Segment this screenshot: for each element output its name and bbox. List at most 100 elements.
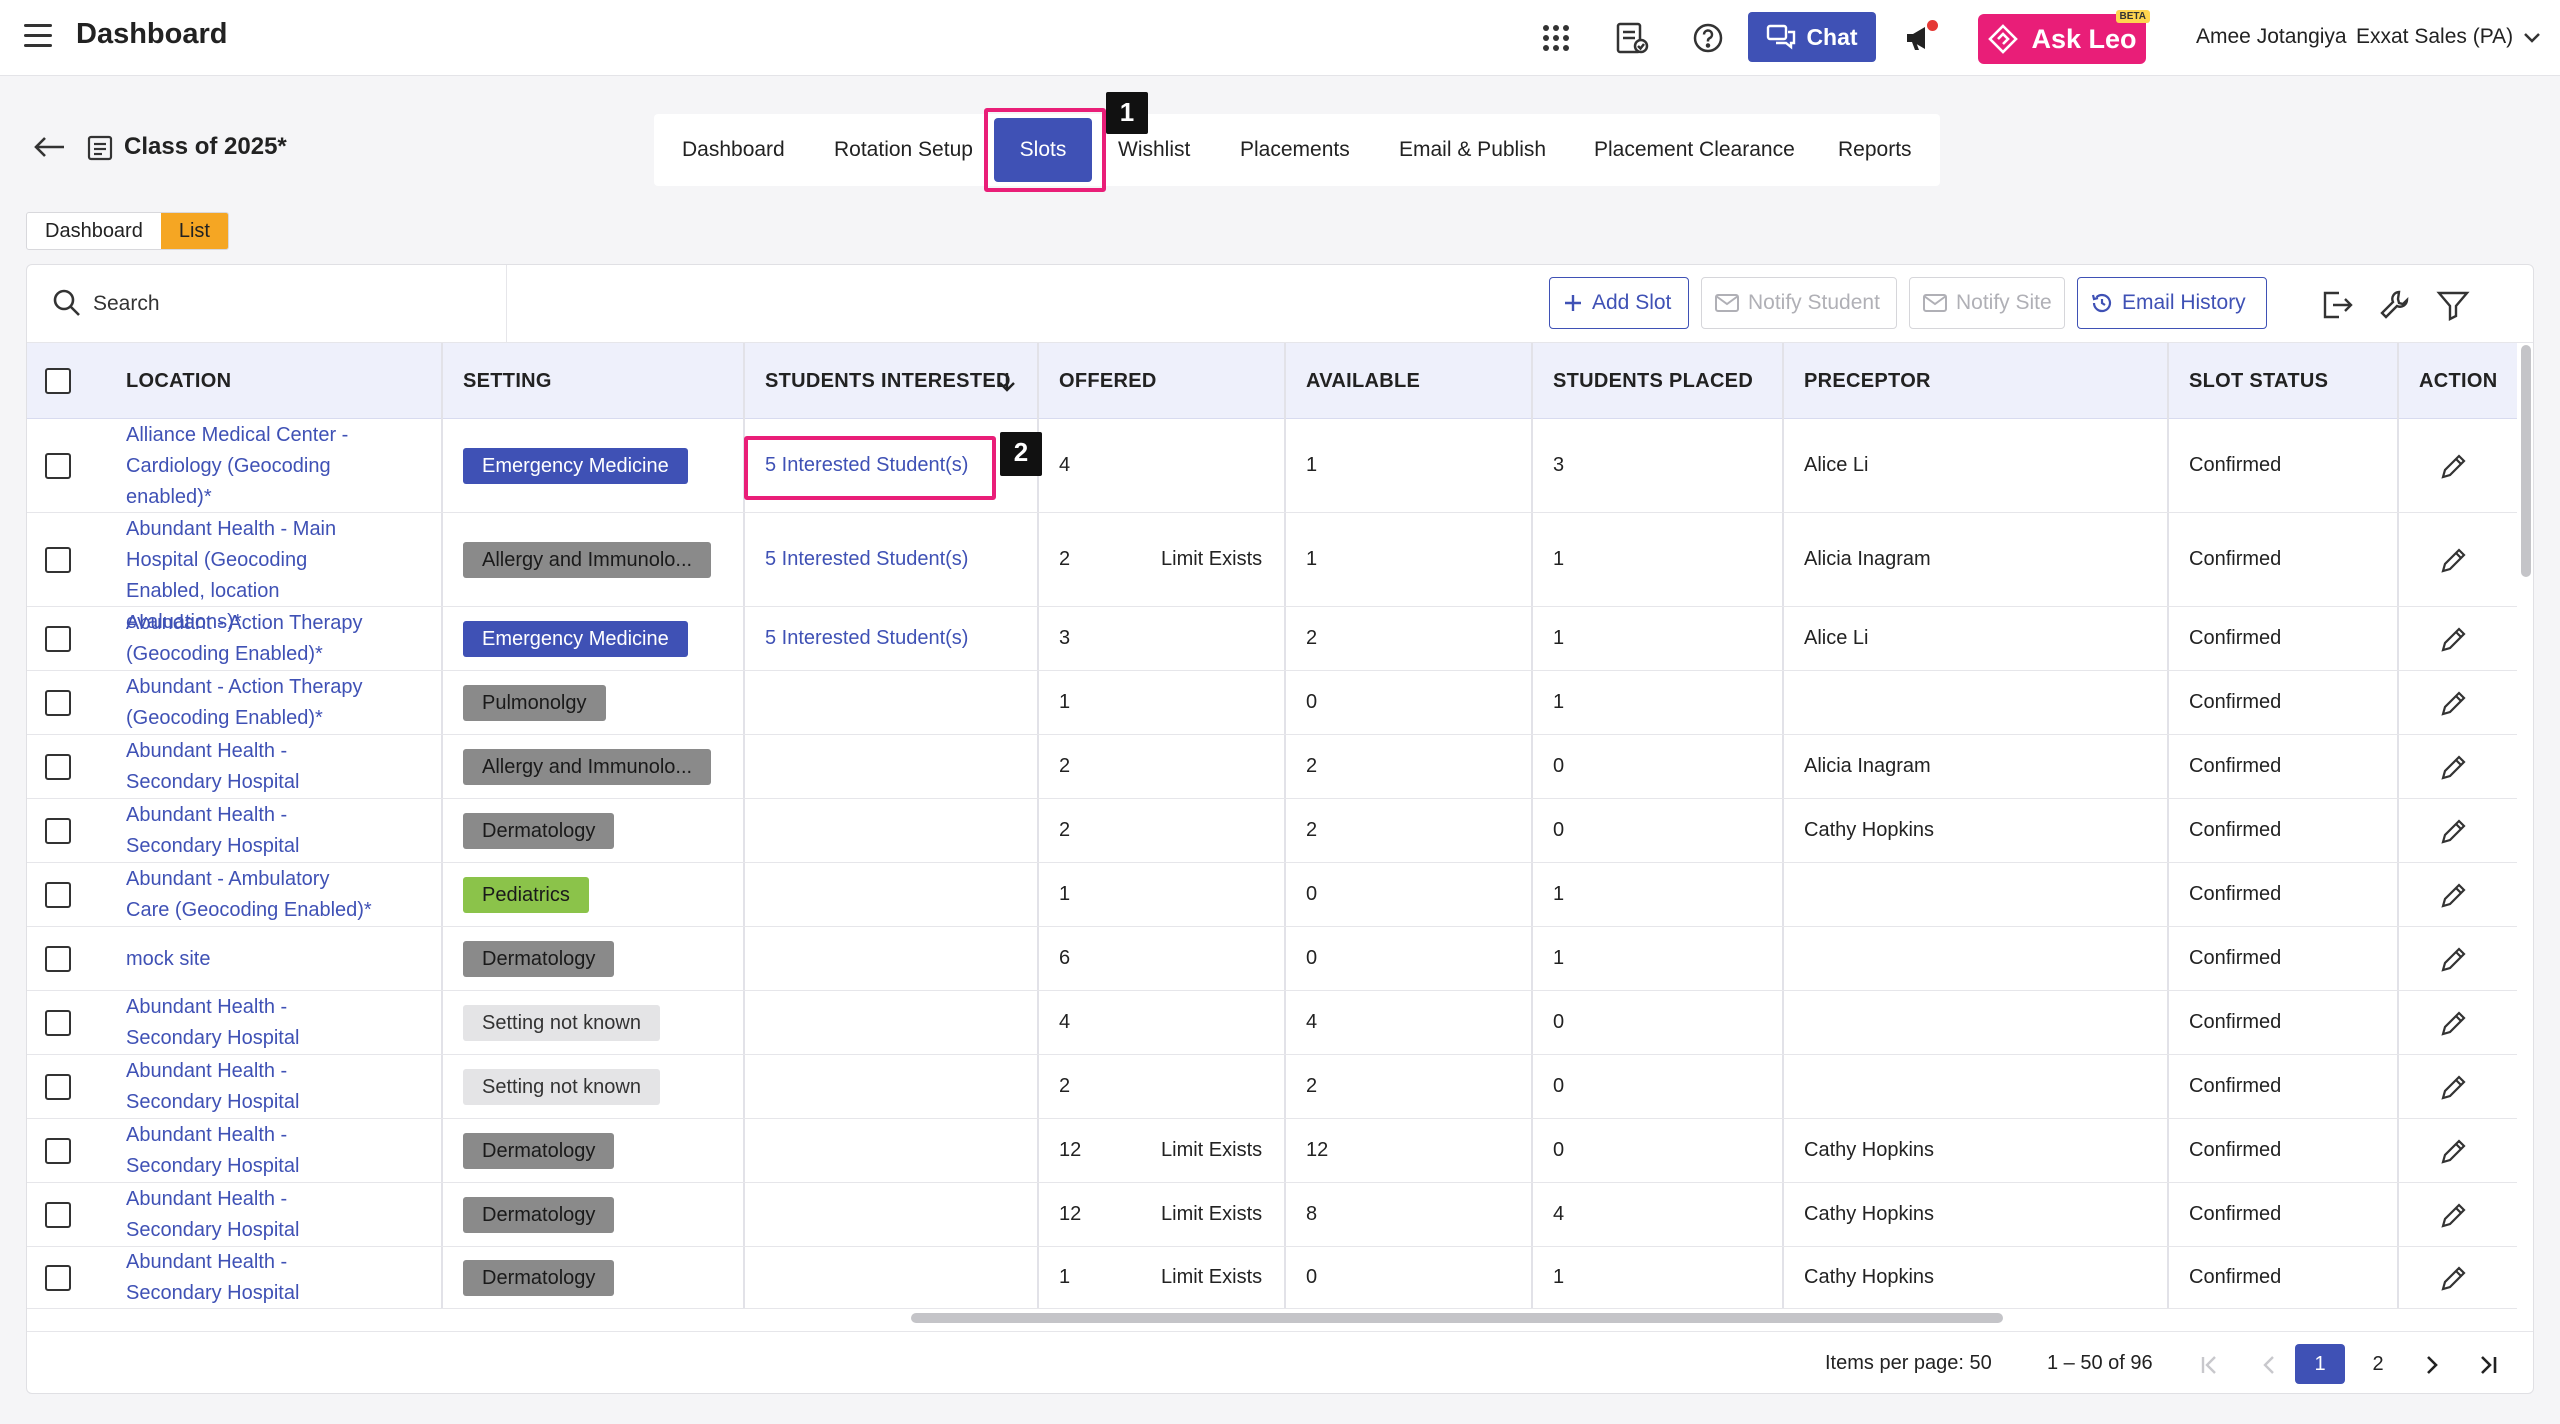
column-header-available[interactable]: AVAILABLE bbox=[1306, 370, 1421, 392]
page-2-button[interactable]: 2 bbox=[2372, 1353, 2384, 1375]
location-link[interactable]: Abundant Health - Secondary Hospital bbox=[126, 1124, 300, 1177]
edit-pencil-icon[interactable] bbox=[2437, 878, 2471, 912]
row-checkbox[interactable] bbox=[45, 626, 71, 652]
edit-pencil-icon[interactable] bbox=[2437, 1134, 2471, 1168]
sort-descending-icon[interactable] bbox=[997, 371, 1017, 393]
row-checkbox[interactable] bbox=[45, 1138, 71, 1164]
interested-students-link[interactable]: 5 Interested Student(s) bbox=[765, 627, 969, 649]
row-checkbox[interactable] bbox=[45, 1265, 71, 1291]
location-link[interactable]: Alliance Medical Center - Cardiology (Ge… bbox=[126, 423, 349, 508]
filter-icon[interactable] bbox=[2435, 287, 2471, 323]
tab-reports[interactable]: Reports bbox=[1838, 138, 1912, 161]
limit-exists-label: Limit Exists bbox=[1161, 1139, 1263, 1161]
edit-pencil-icon[interactable] bbox=[2437, 449, 2471, 483]
last-page-icon[interactable] bbox=[2473, 1350, 2503, 1380]
view-toggle-list[interactable]: List bbox=[160, 213, 228, 249]
column-header-students-placed[interactable]: STUDENTS PLACED bbox=[1553, 370, 1754, 392]
column-header-students-interested[interactable]: STUDENTS INTERESTED bbox=[765, 370, 1011, 392]
edit-pencil-icon[interactable] bbox=[2437, 942, 2471, 976]
tab-placement-clearance[interactable]: Placement Clearance bbox=[1594, 138, 1795, 161]
column-header-offered[interactable]: OFFERED bbox=[1059, 370, 1157, 392]
chat-button[interactable]: Chat bbox=[1748, 12, 1876, 62]
location-link[interactable]: Abundant - Ambulatory Care (Geocoding En… bbox=[126, 868, 372, 921]
location-link[interactable]: Abundant Health - Main Hospital (Geocodi… bbox=[126, 517, 337, 633]
table-row: Abundant Health - Secondary Hospital Alle… bbox=[27, 735, 2517, 799]
previous-page-icon[interactable] bbox=[2255, 1350, 2285, 1380]
edit-pencil-icon[interactable] bbox=[2437, 814, 2471, 848]
table-footer: Items per page: 50 1 – 50 of 96 1 2 bbox=[27, 1331, 2533, 1393]
search-input[interactable] bbox=[93, 285, 493, 323]
notify-student-button[interactable]: Notify Student bbox=[1701, 277, 1897, 329]
row-checkbox[interactable] bbox=[45, 453, 71, 479]
row-checkbox[interactable] bbox=[45, 946, 71, 972]
vertical-scrollbar[interactable] bbox=[2521, 345, 2531, 577]
tab-slots[interactable]: Slots bbox=[994, 118, 1092, 182]
row-checkbox[interactable] bbox=[45, 1202, 71, 1228]
column-header-slot-status[interactable]: SLOT STATUS bbox=[2189, 370, 2329, 392]
tab-rotation-setup[interactable]: Rotation Setup bbox=[834, 138, 973, 161]
edit-pencil-icon[interactable] bbox=[2437, 1070, 2471, 1104]
select-all-checkbox[interactable] bbox=[45, 368, 71, 394]
interested-students-link[interactable]: 5 Interested Student(s) bbox=[765, 454, 969, 476]
location-link[interactable]: Abundant - Action Therapy (Geocoding Ena… bbox=[126, 612, 363, 665]
edit-pencil-icon[interactable] bbox=[2437, 1261, 2471, 1295]
chevron-down-icon[interactable] bbox=[2522, 28, 2542, 48]
location-link[interactable]: Abundant - Action Therapy (Geocoding Ena… bbox=[126, 676, 363, 729]
location-link[interactable]: Abundant Health - Secondary Hospital bbox=[126, 1251, 300, 1304]
first-page-icon[interactable] bbox=[2195, 1350, 2225, 1380]
setting-badge: Dermatology bbox=[463, 941, 615, 977]
column-header-location[interactable]: LOCATION bbox=[126, 370, 232, 392]
row-checkbox[interactable] bbox=[45, 754, 71, 780]
beta-badge: BETA bbox=[2115, 10, 2150, 23]
row-checkbox[interactable] bbox=[45, 690, 71, 716]
org-name[interactable]: Exxat Sales (PA) bbox=[2356, 25, 2514, 48]
column-header-preceptor[interactable]: PRECEPTOR bbox=[1804, 370, 1931, 392]
tab-email-publish[interactable]: Email & Publish bbox=[1399, 138, 1547, 161]
edit-pencil-icon[interactable] bbox=[2437, 622, 2471, 656]
history-icon bbox=[2091, 293, 2112, 313]
horizontal-scrollbar[interactable] bbox=[911, 1313, 2003, 1323]
edit-pencil-icon[interactable] bbox=[2437, 1198, 2471, 1232]
row-checkbox[interactable] bbox=[45, 882, 71, 908]
tab-dashboard[interactable]: Dashboard bbox=[682, 138, 785, 161]
back-arrow-icon[interactable] bbox=[32, 132, 68, 162]
location-link[interactable]: Abundant Health - Secondary Hospital bbox=[126, 996, 300, 1049]
hamburger-menu-icon[interactable] bbox=[24, 24, 52, 48]
add-slot-button[interactable]: Add Slot bbox=[1549, 277, 1689, 329]
row-checkbox[interactable] bbox=[45, 547, 71, 573]
page-1-button[interactable]: 1 bbox=[2295, 1344, 2345, 1384]
edit-pencil-icon[interactable] bbox=[2437, 750, 2471, 784]
edit-pencil-icon[interactable] bbox=[2437, 686, 2471, 720]
wrench-settings-icon[interactable] bbox=[2377, 287, 2413, 323]
location-link[interactable]: Abundant Health - Secondary Hospital bbox=[126, 1188, 300, 1241]
ask-leo-button[interactable]: Ask Leo BETA bbox=[1978, 10, 2150, 64]
announcement-megaphone-icon[interactable] bbox=[1902, 20, 1938, 56]
students-placed-value: 3 bbox=[1553, 454, 1565, 476]
interested-students-link[interactable]: 5 Interested Student(s) bbox=[765, 548, 969, 570]
table-row: Abundant Health - Secondary Hospital Derm… bbox=[27, 799, 2517, 863]
edit-pencil-icon[interactable] bbox=[2437, 1006, 2471, 1040]
row-checkbox[interactable] bbox=[45, 818, 71, 844]
task-list-icon[interactable] bbox=[1614, 20, 1650, 56]
row-checkbox[interactable] bbox=[45, 1074, 71, 1100]
row-checkbox[interactable] bbox=[45, 1010, 71, 1036]
export-icon[interactable] bbox=[2319, 287, 2355, 323]
tab-wishlist[interactable]: Wishlist bbox=[1118, 138, 1191, 161]
location-link[interactable]: Abundant Health - Secondary Hospital bbox=[126, 804, 300, 857]
next-page-icon[interactable] bbox=[2417, 1350, 2447, 1380]
help-icon[interactable] bbox=[1690, 20, 1726, 56]
email-history-button[interactable]: Email History bbox=[2077, 277, 2267, 329]
view-toggle-dashboard[interactable]: Dashboard bbox=[45, 220, 143, 242]
user-name[interactable]: Amee Jotangiya bbox=[2196, 25, 2347, 48]
items-per-page[interactable]: Items per page: 50 bbox=[1825, 1352, 1992, 1374]
column-header-setting[interactable]: SETTING bbox=[463, 370, 552, 392]
location-link[interactable]: Abundant Health - Secondary Hospital bbox=[126, 740, 300, 793]
tab-placements[interactable]: Placements bbox=[1240, 138, 1350, 161]
location-link[interactable]: mock site bbox=[126, 947, 211, 970]
table-row: Abundant - Action Therapy (Geocoding Ena… bbox=[27, 671, 2517, 735]
edit-pencil-icon[interactable] bbox=[2437, 543, 2471, 577]
pagination-range: 1 – 50 of 96 bbox=[2047, 1352, 2153, 1374]
location-link[interactable]: Abundant Health - Secondary Hospital bbox=[126, 1060, 300, 1113]
notify-site-button[interactable]: Notify Site bbox=[1909, 277, 2065, 329]
apps-grid-icon[interactable] bbox=[1538, 20, 1574, 56]
